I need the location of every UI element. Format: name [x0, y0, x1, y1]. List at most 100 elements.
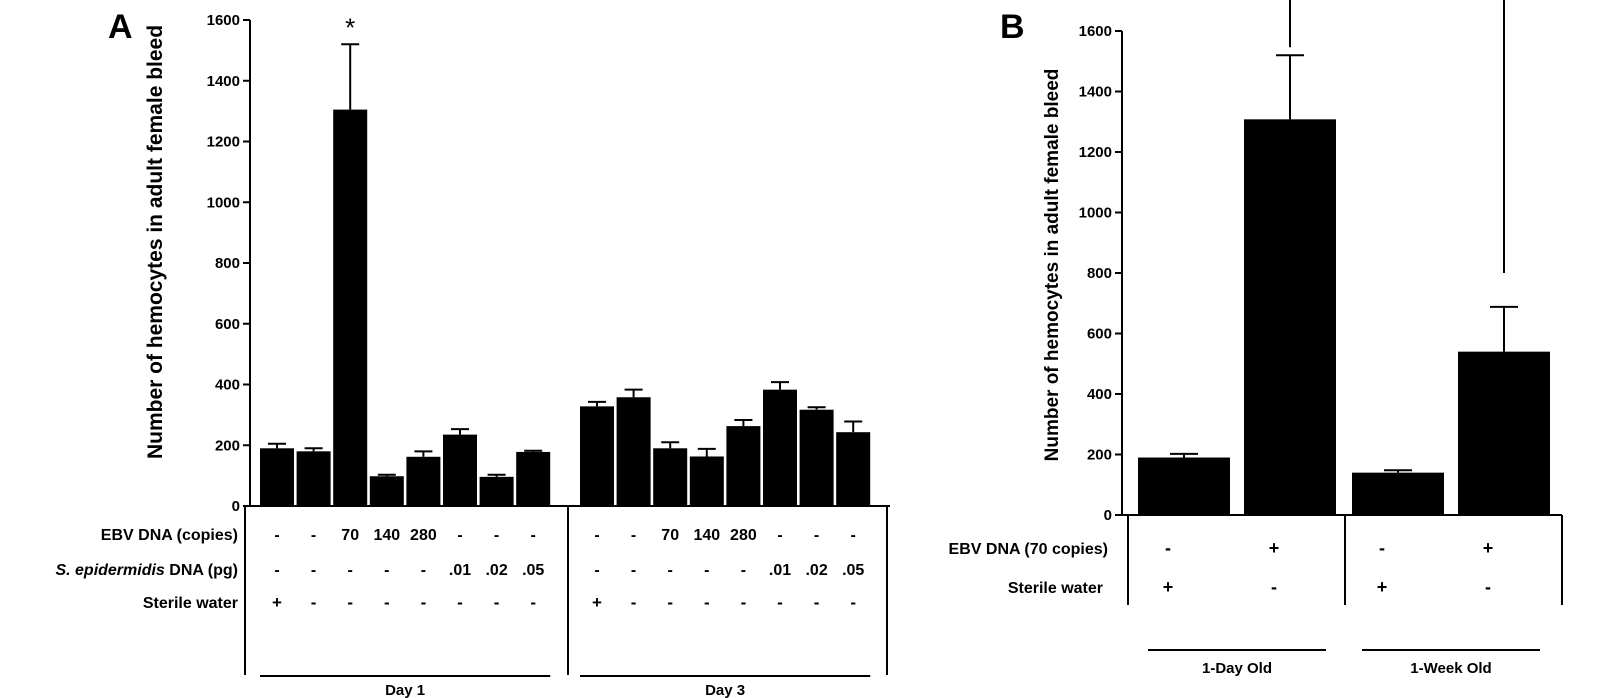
panel-b-label: B — [1000, 8, 1025, 46]
y-tick-label: 400 — [215, 377, 240, 394]
ebv-cell: 280 — [410, 527, 437, 544]
panel-b-chart: 0 200 400 600 800 1000 1200 1400 1600 - + + - 1-Day O… — [1079, 0, 1563, 677]
ebv-cell: - — [777, 527, 782, 544]
significance-bracket — [1289, 0, 1505, 273]
group-label: 1-Week Old — [1410, 660, 1491, 677]
bar — [1458, 351, 1550, 515]
water-cell: - — [850, 593, 856, 612]
group-label: Day 1 — [385, 682, 425, 698]
sepi-cell: - — [348, 562, 353, 579]
water-cell: - — [1485, 577, 1491, 597]
sepi-cell: .01 — [769, 562, 791, 579]
water-cell: - — [347, 593, 353, 612]
y-tick-label: 1200 — [1079, 144, 1112, 161]
bar — [296, 451, 331, 506]
bar — [406, 456, 441, 506]
bar — [1352, 472, 1444, 515]
panel-b-ylabel: Number of hemocytes in adult female blee… — [1042, 69, 1063, 462]
ebv-cell: - — [1379, 538, 1385, 558]
sepi-cell: - — [274, 562, 279, 579]
sepi-cell: .02 — [485, 562, 507, 579]
water-cell: - — [741, 593, 747, 612]
bar — [1138, 457, 1230, 515]
water-cell: - — [814, 593, 820, 612]
water-cell: + — [1163, 577, 1174, 597]
bar — [763, 389, 797, 506]
water-cell: - — [494, 593, 500, 612]
water-cell: + — [272, 593, 282, 612]
y-tick-label: 1600 — [1079, 23, 1112, 40]
water-cell: - — [631, 593, 637, 612]
panel-a-chart: 0 200 400 600 800 1000 1200 1400 1600 - - + - - - 70 - - 1… — [207, 12, 890, 698]
bar — [836, 432, 871, 506]
sepi-cell: - — [631, 562, 636, 579]
y-tick-label: 400 — [1087, 386, 1112, 403]
sepi-cell: .05 — [522, 562, 544, 579]
bar — [653, 448, 688, 506]
y-tick-label: 200 — [1087, 447, 1112, 464]
bar — [799, 409, 834, 506]
y-tick-label: 1000 — [207, 194, 240, 211]
y-tick-label: 800 — [1087, 265, 1112, 282]
bar — [443, 434, 477, 506]
sepi-italic: S. epidermidis — [55, 562, 164, 579]
sepi-cell: .02 — [805, 562, 827, 579]
bar — [369, 476, 404, 506]
sepi-cell: .05 — [842, 562, 864, 579]
ebv-cell: - — [274, 527, 279, 544]
ebv-cell: 140 — [693, 527, 720, 544]
sepi-cell: - — [668, 562, 673, 579]
ebv-cell: + — [1483, 538, 1494, 558]
group-label: 1-Day Old — [1202, 660, 1272, 677]
water-cell: - — [704, 593, 710, 612]
bar — [726, 426, 761, 506]
bar — [616, 397, 651, 506]
water-cell: - — [1271, 577, 1277, 597]
water-cell: - — [384, 593, 390, 612]
group-label: Day 3 — [705, 682, 745, 698]
panel-a-label: A — [108, 8, 133, 46]
panel-b-water-row-label: Sterile water — [1008, 580, 1103, 597]
bar — [689, 456, 724, 506]
ebv-cell: - — [814, 527, 819, 544]
bar — [516, 451, 551, 506]
water-cell: - — [530, 593, 536, 612]
ebv-cell: 70 — [341, 527, 359, 544]
bar — [479, 476, 514, 506]
bar — [580, 406, 614, 506]
sepi-cell: - — [311, 562, 316, 579]
sepi-cell: - — [384, 562, 389, 579]
water-cell: - — [777, 593, 783, 612]
ebv-cell: - — [1165, 538, 1171, 558]
y-tick-label: 600 — [215, 316, 240, 333]
water-cell: - — [667, 593, 673, 612]
panel-a-ylabel: Number of hemocytes in adult female blee… — [144, 25, 167, 459]
sepi-cell: .01 — [449, 562, 471, 579]
sepi-cell: - — [421, 562, 426, 579]
water-cell: + — [592, 593, 602, 612]
ebv-cell: - — [594, 527, 599, 544]
ebv-cell: - — [631, 527, 636, 544]
y-tick-label: 0 — [232, 498, 240, 515]
bar — [260, 448, 294, 506]
bar — [333, 109, 368, 506]
water-cell: - — [311, 593, 317, 612]
y-tick-label: 1600 — [207, 12, 240, 29]
y-tick-label: 200 — [215, 437, 240, 454]
ebv-cell: 70 — [661, 527, 679, 544]
y-tick-label: 1400 — [207, 73, 240, 90]
y-tick-label: 1000 — [1079, 205, 1112, 222]
ebv-cell: - — [494, 527, 499, 544]
significance-star: * — [345, 12, 355, 42]
sepi-cell: - — [741, 562, 746, 579]
bar — [1244, 119, 1336, 515]
ebv-cell: - — [457, 527, 462, 544]
y-tick-label: 800 — [215, 255, 240, 272]
sepi-cell: - — [594, 562, 599, 579]
ebv-cell: - — [531, 527, 536, 544]
panel-a-water-row-label: Sterile water — [143, 595, 238, 612]
panel-b-ebv-row-label: EBV DNA (70 copies) — [949, 541, 1108, 558]
panel-a-sepi-row-label: S. epidermidis DNA (pg) — [55, 562, 238, 579]
ebv-cell: - — [311, 527, 316, 544]
